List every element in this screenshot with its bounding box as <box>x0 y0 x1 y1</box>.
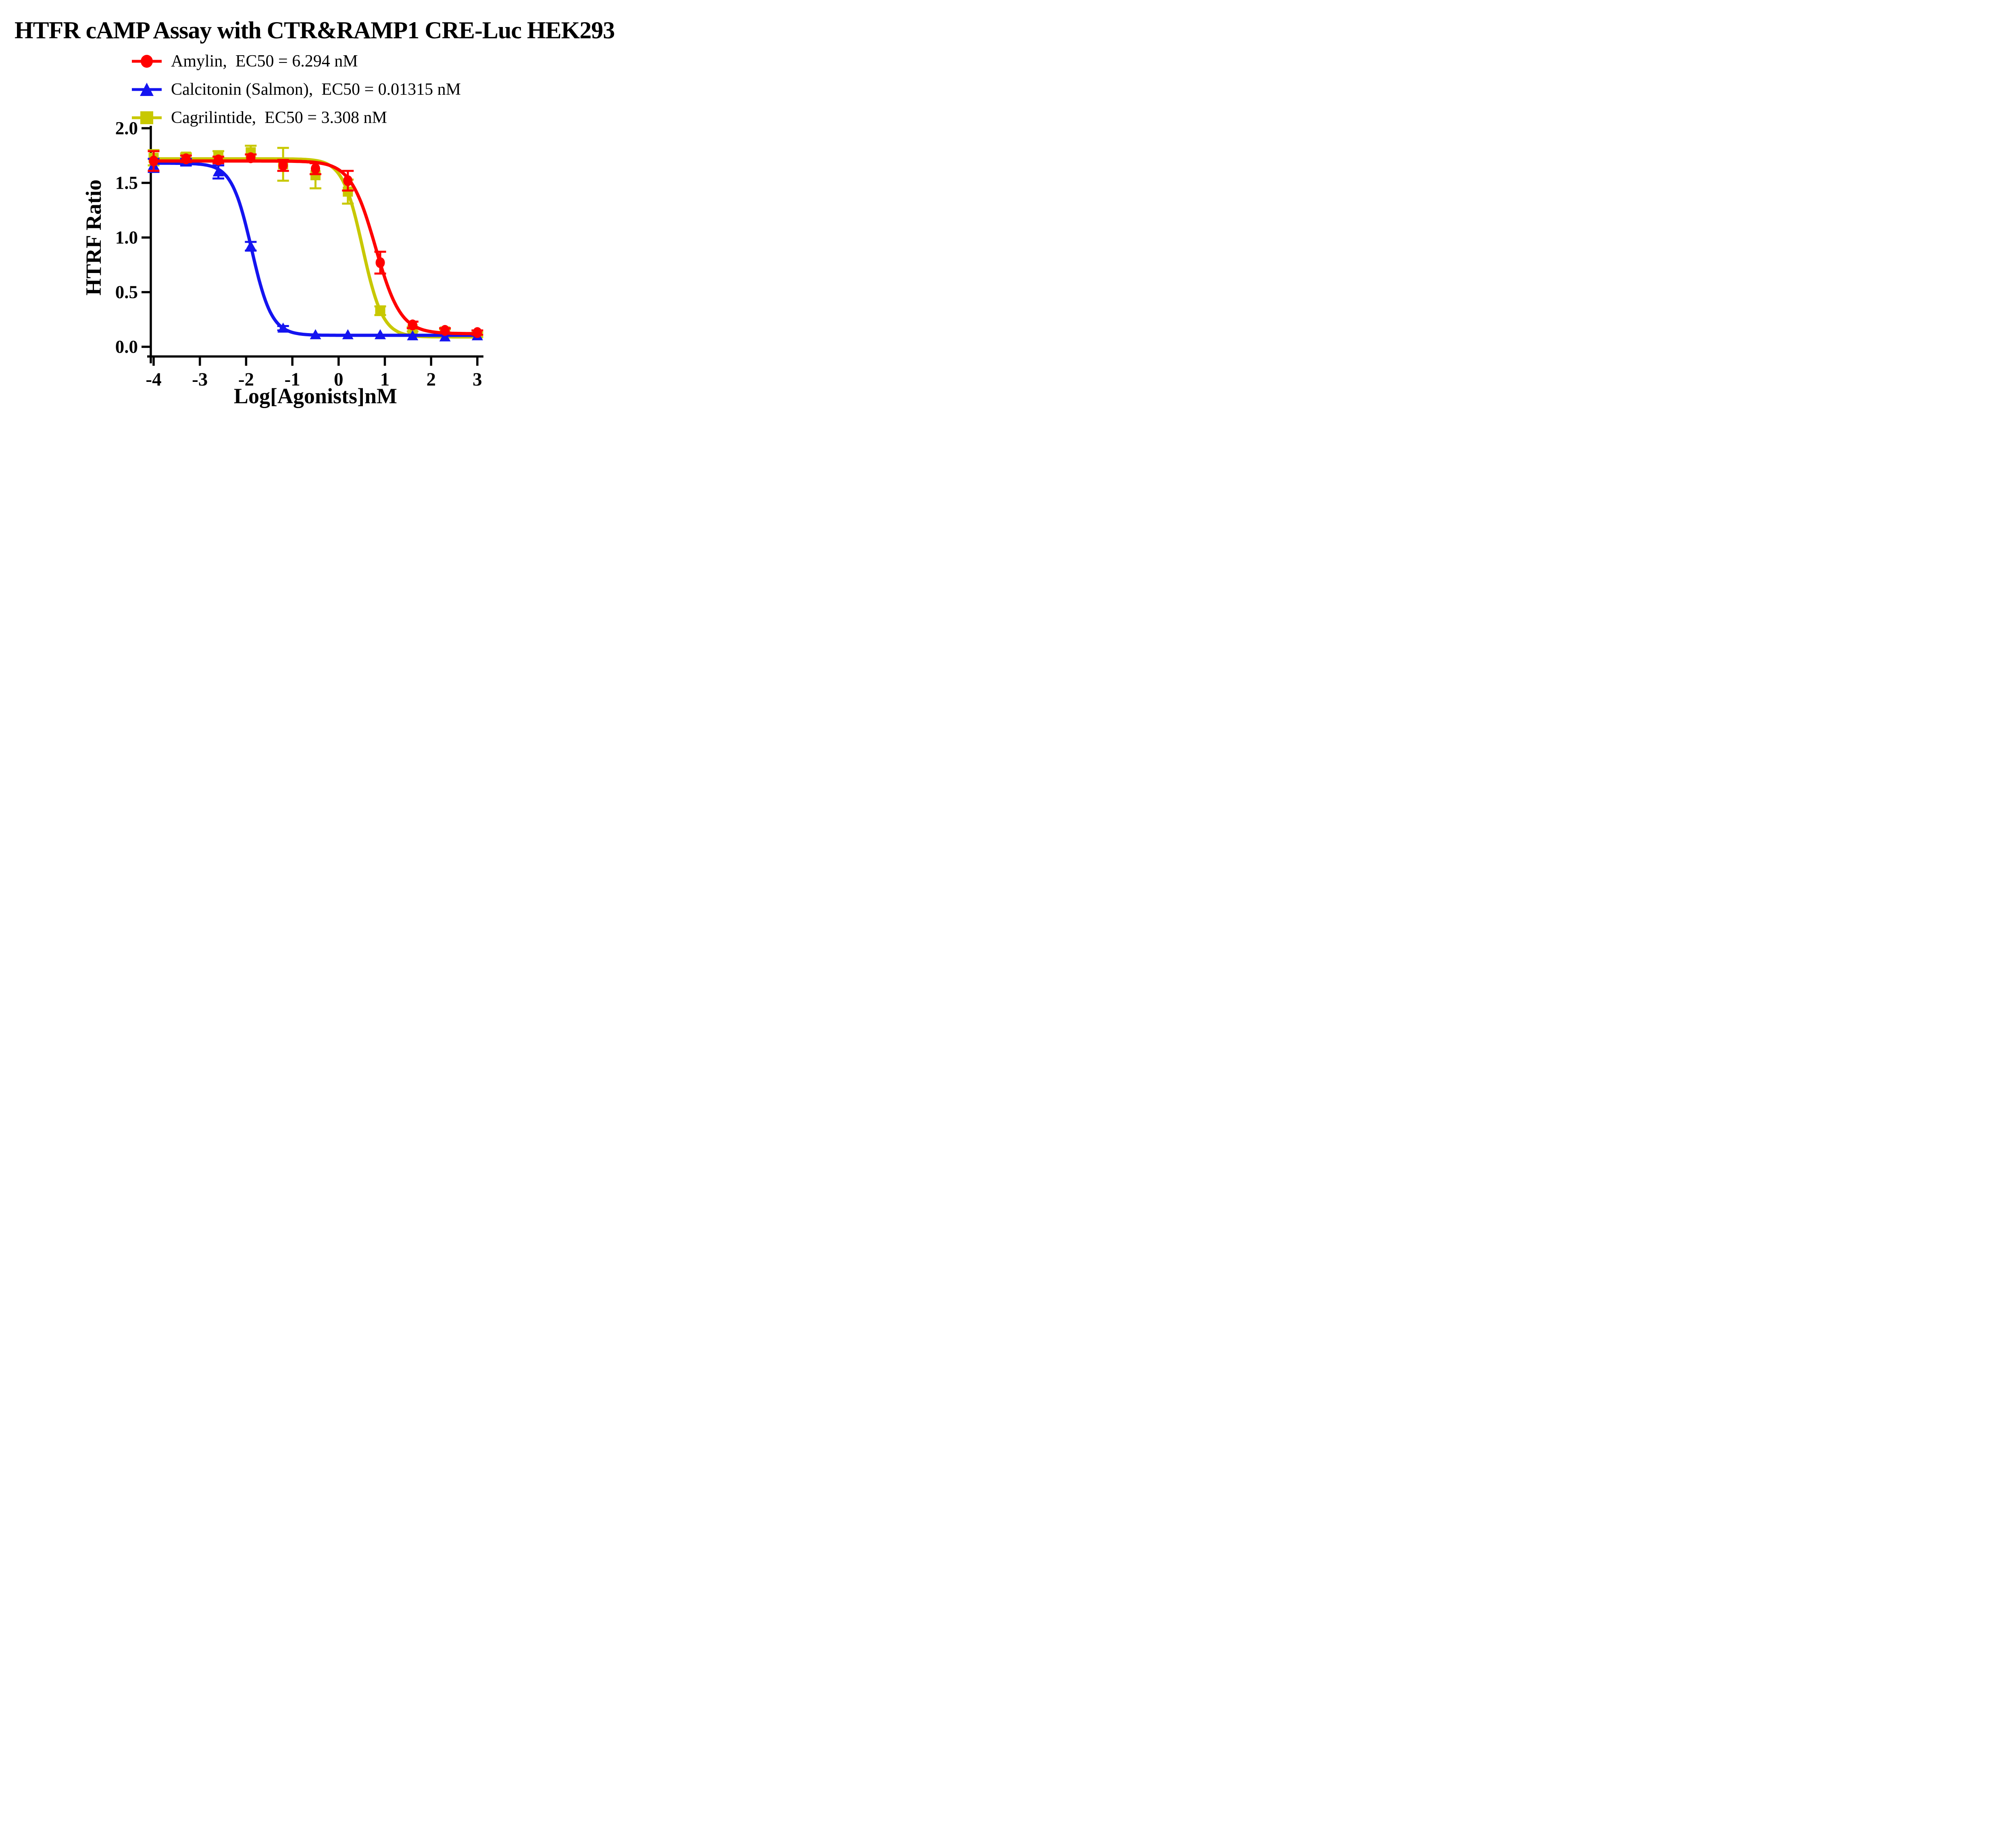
chart-canvas: HTFR cAMP Assay with CTR&RAMP1 CRE-Luc H… <box>0 0 619 408</box>
triangle-marker-icon <box>131 81 162 98</box>
legend-item-cagrilintide: Cagrilintide, EC50 = 3.308 nM <box>131 104 461 132</box>
square-marker-icon <box>131 109 162 127</box>
legend-label: Cagrilintide, EC50 = 3.308 nM <box>171 108 387 127</box>
svg-text:1.0: 1.0 <box>115 227 138 248</box>
svg-text:Log[Agonists]nM: Log[Agonists]nM <box>234 384 397 408</box>
svg-text:1.5: 1.5 <box>115 173 138 193</box>
plot-svg: 0.0 0.5 1.0 1.5 2.0 -4 -3 -2 -1 0 1 2 3 Log[Agonists]… <box>81 118 483 408</box>
chart-title: HTFR cAMP Assay with CTR&RAMP1 CRE-Luc H… <box>15 17 619 44</box>
svg-text:-1: -1 <box>285 369 300 390</box>
legend-item-amylin: Amylin, EC50 = 6.294 nM <box>131 47 461 75</box>
svg-text:2: 2 <box>426 369 436 390</box>
svg-text:-3: -3 <box>192 369 208 390</box>
legend: Amylin, EC50 = 6.294 nM Calcitonin (Salm… <box>131 47 461 132</box>
legend-label: Amylin, EC50 = 6.294 nM <box>171 52 358 71</box>
legend-label: Calcitonin (Salmon), EC50 = 0.01315 nM <box>171 80 461 99</box>
svg-text:2.0: 2.0 <box>115 118 138 138</box>
svg-text:0.5: 0.5 <box>115 282 138 302</box>
svg-text:-2: -2 <box>238 369 254 390</box>
legend-item-calcitonin: Calcitonin (Salmon), EC50 = 0.01315 nM <box>131 75 461 104</box>
svg-text:3: 3 <box>473 369 482 390</box>
svg-text:1: 1 <box>380 369 390 390</box>
svg-text:0.0: 0.0 <box>115 337 138 357</box>
svg-text:0: 0 <box>334 369 344 390</box>
svg-text:-4: -4 <box>146 369 161 390</box>
circle-marker-icon <box>131 52 162 70</box>
svg-text:HTRF Ratio: HTRF Ratio <box>81 179 106 295</box>
